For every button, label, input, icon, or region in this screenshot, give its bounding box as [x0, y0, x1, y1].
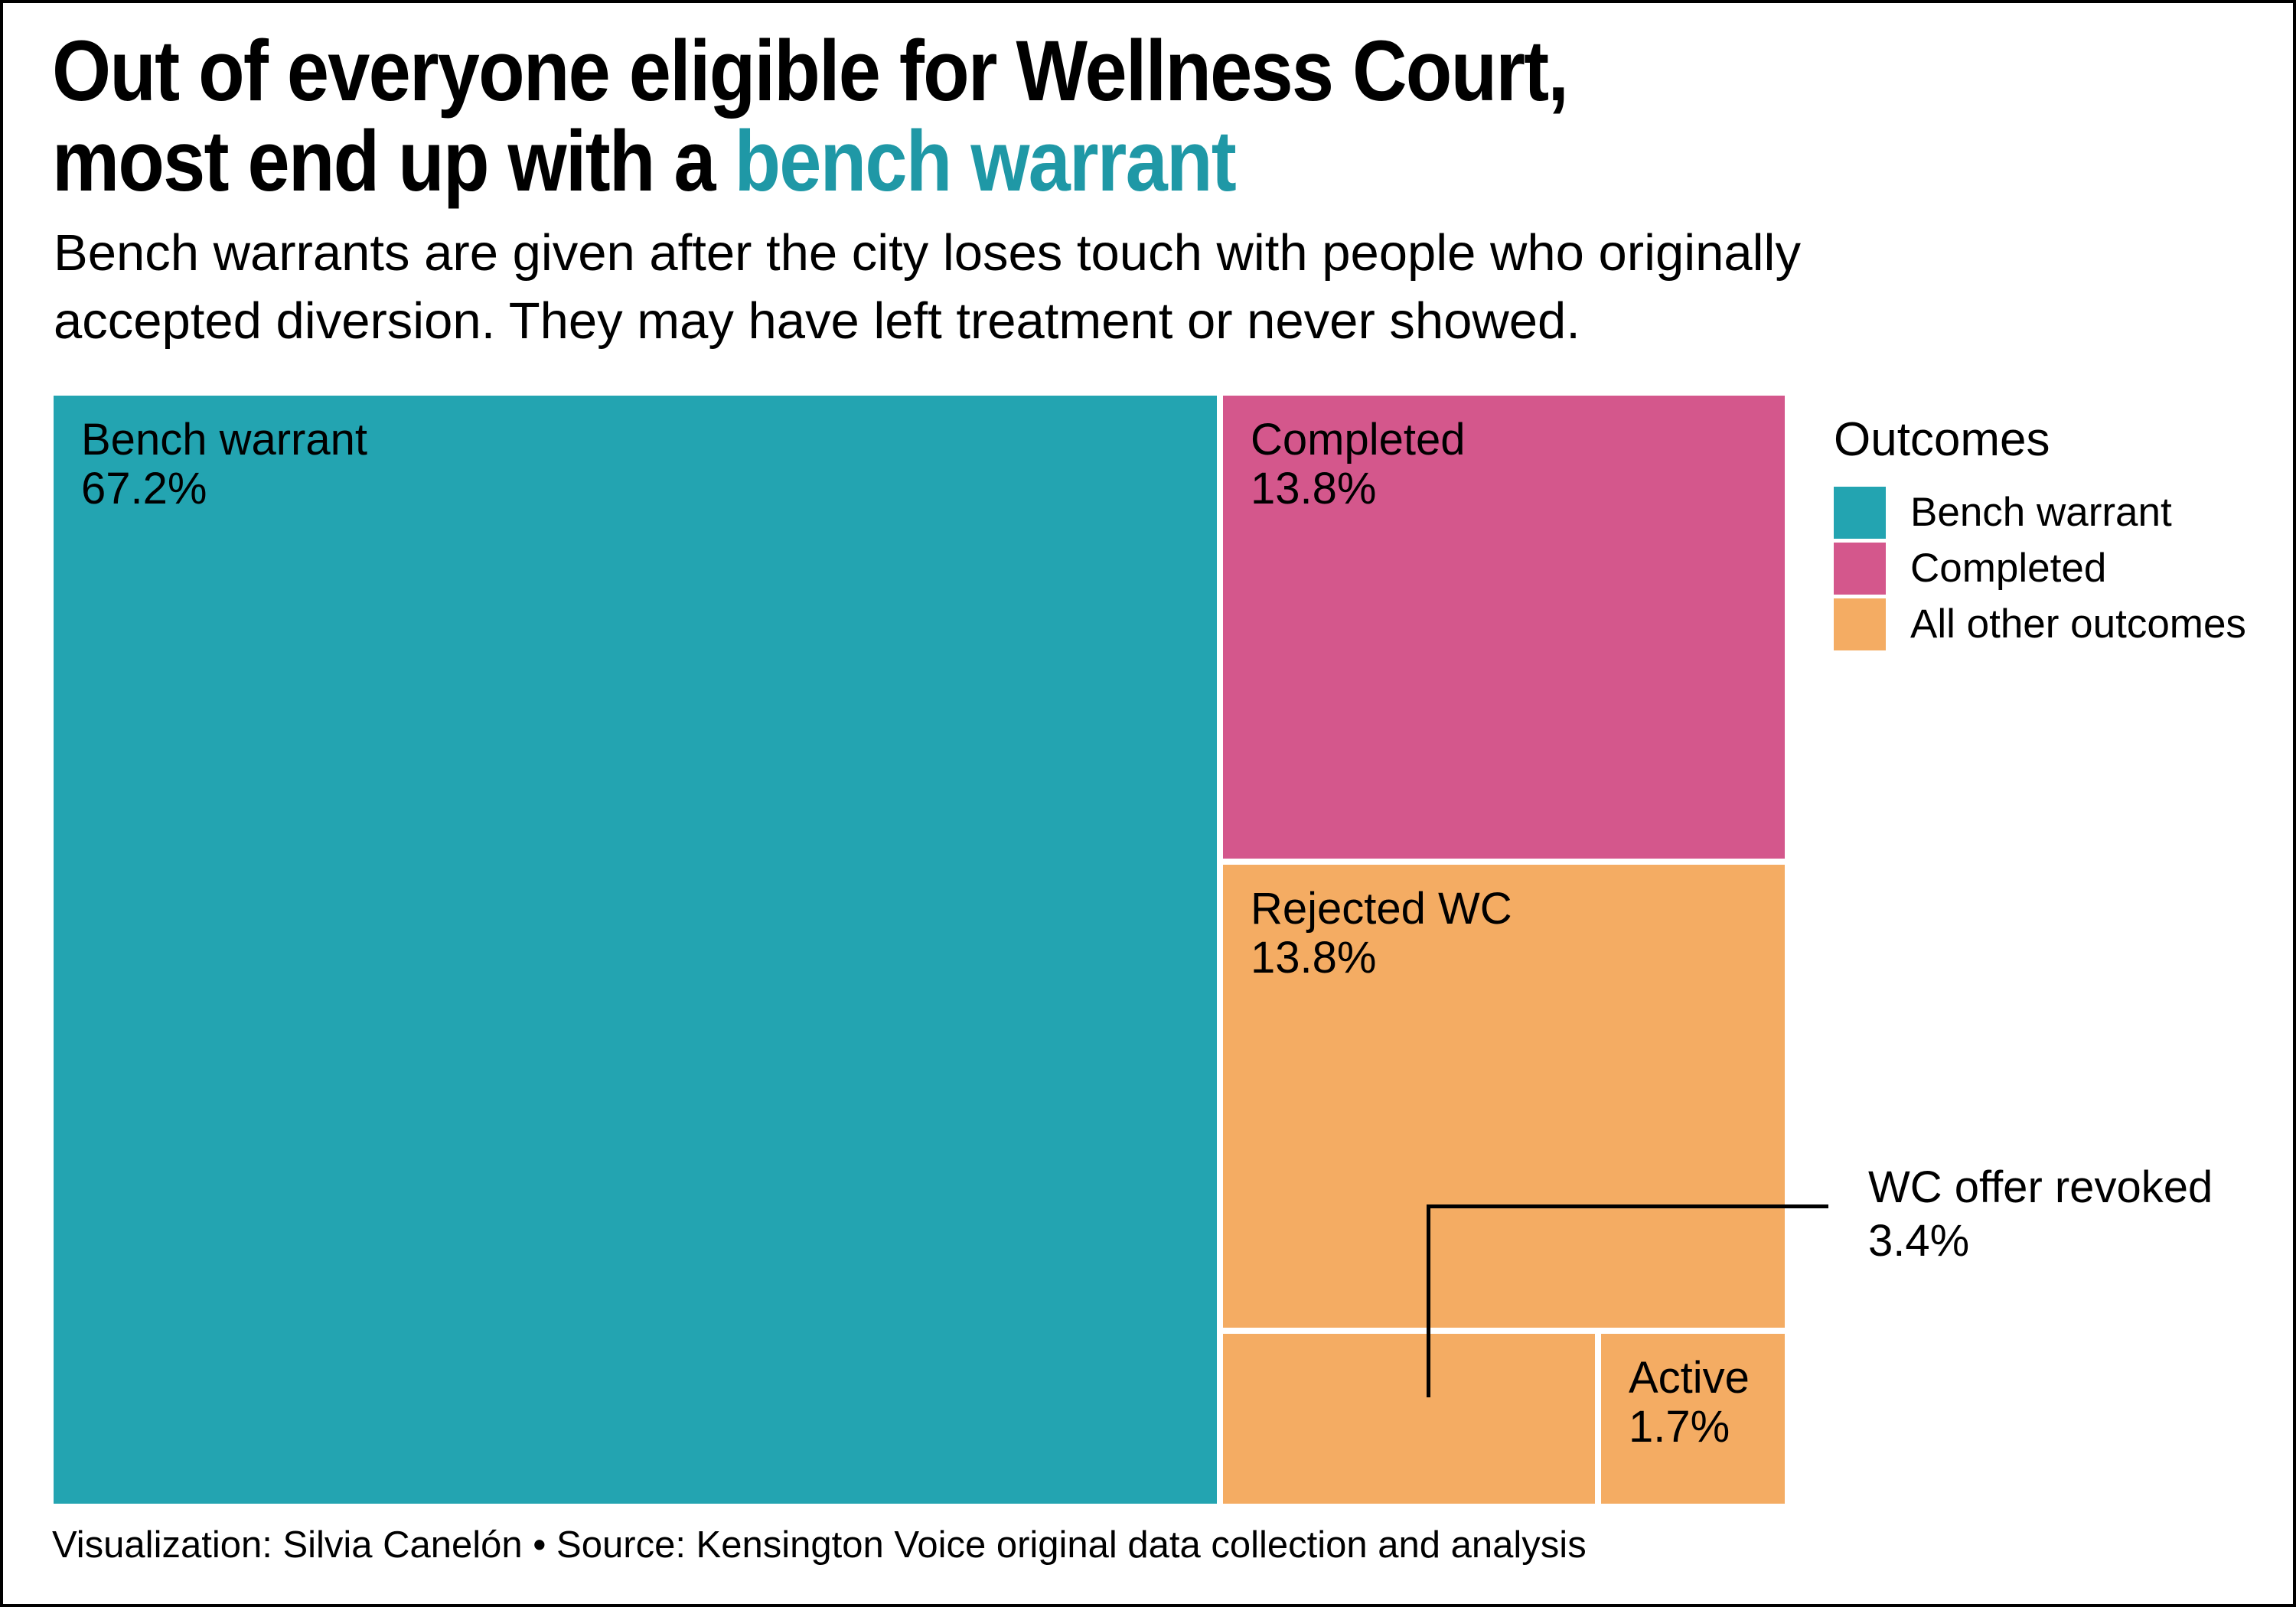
title-line-2: most end up with a bench warrant — [52, 113, 1237, 209]
legend-swatch-orange — [1834, 598, 1886, 650]
legend: Bench warrant Completed All other outcom… — [1834, 487, 2246, 654]
annotation-connector-horizontal — [1427, 1204, 1828, 1208]
chart-subtitle: Bench warrants are given after the city … — [54, 219, 1801, 355]
source-caption: Visualization: Silvia Canelón • Source: … — [52, 1524, 1587, 1566]
block-label: Bench warrant 67.2% — [81, 415, 367, 513]
block-label: Completed 13.8% — [1251, 415, 1466, 513]
legend-title: Outcomes — [1834, 413, 2050, 466]
legend-item-completed: Completed — [1834, 543, 2246, 595]
annotation-connector-vertical — [1427, 1204, 1430, 1397]
legend-swatch-teal — [1834, 487, 1886, 539]
treemap-block-active: Active 1.7% — [1601, 1334, 1785, 1504]
treemap-block-rejected-wc: Rejected WC 13.8% — [1223, 865, 1785, 1328]
page-title: Out of everyone eligible for Wellness Co… — [52, 23, 1569, 209]
legend-swatch-pink — [1834, 543, 1886, 595]
legend-item-bench-warrant: Bench warrant — [1834, 487, 2246, 539]
title-line-1: Out of everyone eligible for Wellness Co… — [52, 23, 1569, 119]
block-label: Active 1.7% — [1629, 1353, 1750, 1452]
treemap-block-bench-warrant: Bench warrant 67.2% — [54, 396, 1217, 1504]
subtitle-line-1: Bench warrants are given after the city … — [54, 224, 1801, 282]
treemap-block-wc-offer-revoked — [1223, 1334, 1595, 1504]
subtitle-line-2: accepted diversion. They may have left t… — [54, 292, 1580, 350]
annotation-wc-offer-revoked: WC offer revoked 3.4% — [1868, 1162, 2213, 1266]
block-label: Rejected WC 13.8% — [1251, 884, 1512, 983]
title-highlight: bench warrant — [734, 113, 1237, 209]
treemap-block-completed: Completed 13.8% — [1223, 396, 1785, 859]
legend-item-all-other-outcomes: All other outcomes — [1834, 598, 2246, 650]
